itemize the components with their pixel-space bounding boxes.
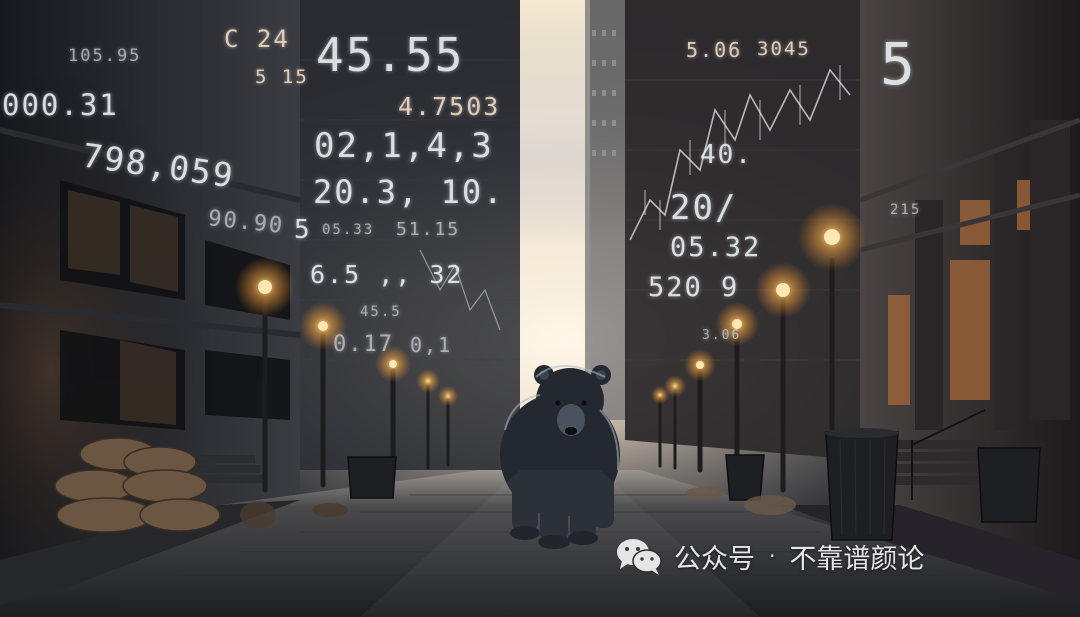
ticker-number: 05.32: [670, 232, 762, 263]
ticker-number: 3.06: [702, 328, 742, 343]
watermark-account-name: 不靠谱颜论: [789, 543, 925, 575]
ticker-number: 02,1,4,3: [314, 126, 494, 166]
wechat-icon: [617, 539, 662, 575]
ticker-number: 5 15: [255, 66, 309, 88]
ticker-number: 20/: [670, 188, 738, 228]
ticker-number: 5.06: [686, 38, 743, 62]
ticker-number: 20.3, 10.: [313, 173, 505, 211]
ticker-number: C 24: [224, 25, 290, 53]
ticker-number: 40.: [700, 140, 753, 170]
ticker-number: 105.95: [68, 46, 142, 66]
ticker-number: 4.7503: [398, 92, 501, 121]
wechat-watermark: 公众号 · 不靠谱颜论: [614, 536, 924, 576]
ticker-number: 000.31: [2, 88, 119, 122]
ticker-number: 5: [294, 215, 312, 245]
watermark-account-type: 公众号: [674, 543, 755, 575]
ticker-number: 51.15: [396, 219, 461, 240]
ticker-number: 520 9: [648, 272, 740, 303]
ticker-number: 6.5 ,, 32: [310, 260, 464, 289]
ticker-number: 45.5: [360, 304, 402, 320]
ticker-number: 45.55: [316, 28, 465, 82]
bear: [500, 365, 620, 549]
watermark-separator: ·: [769, 544, 776, 568]
ticker-number: 5: [880, 30, 917, 98]
ticker-number: 215: [890, 202, 922, 218]
ticker-number: 3045: [757, 38, 811, 60]
ticker-number: 05.33: [322, 222, 375, 238]
ticker-number: 0.17: [333, 332, 394, 357]
ticker-number: 0,1: [410, 333, 453, 357]
